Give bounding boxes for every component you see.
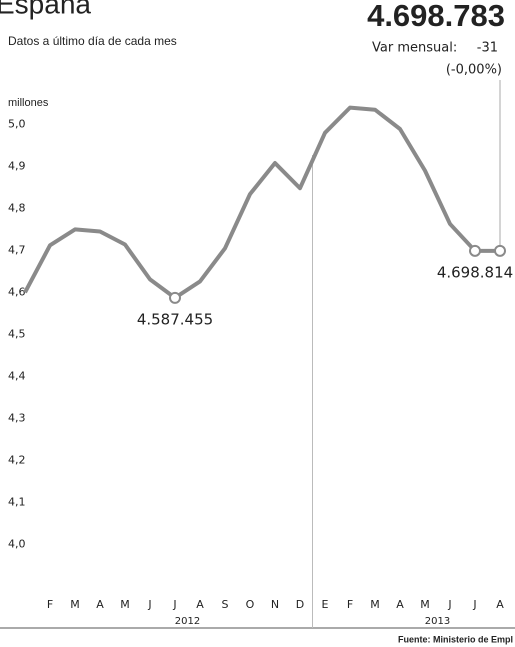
x-tick-label: D	[296, 598, 304, 611]
x-tick-label: M	[420, 598, 430, 611]
x-tick-label: M	[70, 598, 80, 611]
y-tick-label: 4,7	[8, 243, 26, 256]
subtitle: Datos a último día de cada mes	[8, 34, 177, 48]
var-label: Var mensual:	[372, 41, 457, 56]
annotation: 4.698.814	[437, 263, 513, 281]
x-tick-label: M	[370, 598, 380, 611]
x-tick-label: A	[96, 598, 104, 611]
year-label: 2012	[175, 616, 200, 627]
x-tick-label: J	[172, 598, 176, 611]
y-tick-label: 4,1	[8, 495, 26, 508]
y-tick-label: 4,6	[8, 285, 26, 298]
x-tick-label: E	[322, 598, 329, 611]
y-tick-label: 5,0	[8, 117, 26, 130]
x-tick-label: J	[147, 598, 151, 611]
chart-title: España	[0, 0, 91, 19]
x-tick-label: S	[222, 598, 229, 611]
line	[23, 105, 500, 300]
marker	[494, 244, 506, 257]
year-label: 2013	[425, 616, 450, 627]
y-tick-label: 4,4	[8, 369, 26, 382]
marker	[169, 291, 181, 304]
var-value: -31	[477, 41, 498, 56]
x-tick-label: M	[120, 598, 130, 611]
x-tick-label: O	[246, 598, 255, 611]
var-pct: (-0,00%)	[446, 63, 502, 78]
annotation: 4.587.455	[137, 310, 213, 328]
y-tick-label: 4,3	[8, 411, 26, 424]
x-tick-label: A	[196, 598, 204, 611]
y-tick-label: 4,8	[8, 201, 26, 214]
x-tick-label: N	[271, 598, 279, 611]
headline: 4.698.783	[367, 0, 505, 33]
y-axis-label: millones	[8, 97, 49, 109]
x-tick-label: J	[447, 598, 451, 611]
y-tick-label: 4,0	[8, 537, 26, 550]
x-tick-label: A	[396, 598, 404, 611]
y-tick-label: 4,9	[8, 159, 26, 172]
y-tick-label: 4,5	[8, 327, 26, 340]
y-tick-label: 4,2	[8, 453, 26, 466]
x-tick-label: F	[47, 598, 53, 611]
source: Fuente: Ministerio de Empl	[398, 634, 513, 644]
x-tick-label: J	[472, 598, 476, 611]
x-tick-label: A	[496, 598, 504, 611]
marker	[469, 244, 481, 257]
x-tick-label: F	[347, 598, 353, 611]
